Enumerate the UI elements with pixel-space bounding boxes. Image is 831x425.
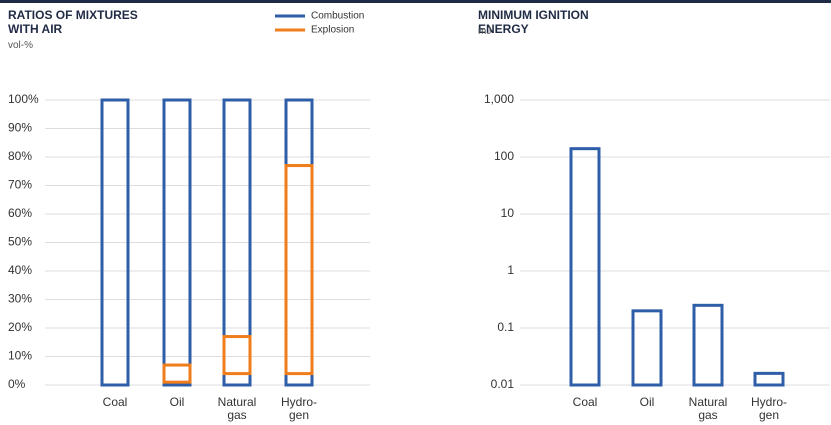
legend-label: Combustion bbox=[311, 11, 364, 22]
y-tick-label: 80% bbox=[8, 149, 32, 163]
y-tick-label: 100% bbox=[8, 92, 39, 106]
x-tick-label: Oil bbox=[639, 396, 655, 409]
y-tick-label: 1 bbox=[507, 263, 514, 277]
range-bar bbox=[162, 363, 192, 384]
y-tick-label: 1,000 bbox=[484, 92, 514, 106]
range-bar bbox=[222, 335, 252, 376]
x-tick-label: Coal bbox=[572, 396, 598, 409]
x-tick-label: Natural gas bbox=[688, 396, 728, 422]
y-tick-label: 0.1 bbox=[497, 320, 514, 334]
y-tick-label: 10% bbox=[8, 349, 32, 363]
y-tick-label: 30% bbox=[8, 292, 32, 306]
y-tick-label: 40% bbox=[8, 263, 32, 277]
bar bbox=[631, 309, 663, 387]
x-tick-label-box: Coal bbox=[572, 396, 598, 409]
range-bar bbox=[222, 98, 252, 387]
bar bbox=[569, 147, 601, 387]
x-tick-label-box: Hydro-gen bbox=[750, 396, 787, 422]
chart-subtitle: vol-% bbox=[8, 40, 34, 51]
y-tick-label: 10 bbox=[501, 206, 515, 220]
chart-title-box: RATIOS OF MIXTURES WITH AIR bbox=[8, 8, 138, 36]
y-tick-label: 0.01 bbox=[491, 377, 515, 391]
y-tick-label: 90% bbox=[8, 121, 32, 135]
range-bar bbox=[162, 98, 192, 387]
range-bar bbox=[284, 164, 314, 376]
chart-subtitle-box: mJ bbox=[478, 26, 492, 37]
bar bbox=[753, 371, 785, 387]
y-tick-label: 0% bbox=[8, 377, 26, 391]
y-tick-label: 20% bbox=[8, 320, 32, 334]
x-tick-label: Natural gas bbox=[217, 396, 257, 422]
x-tick-label-box: Oil bbox=[639, 396, 655, 409]
x-tick-label-box: Coal bbox=[102, 396, 128, 409]
chart-subtitle: mJ bbox=[478, 26, 492, 37]
bar bbox=[692, 303, 724, 387]
x-tick-label: Hydro-gen bbox=[280, 396, 317, 422]
chart-title: RATIOS OF MIXTURES WITH AIR bbox=[8, 8, 138, 36]
y-tick-label: 100 bbox=[494, 149, 514, 163]
range-bar bbox=[100, 98, 130, 387]
top-border bbox=[0, 0, 831, 3]
x-tick-label-box: Hydro-gen bbox=[280, 396, 317, 422]
x-tick-label-box: Natural gas bbox=[688, 396, 728, 422]
x-tick-label: Hydro-gen bbox=[750, 396, 787, 422]
y-tick-label: 70% bbox=[8, 178, 32, 192]
x-tick-label: Oil bbox=[169, 396, 185, 409]
y-tick-label: 50% bbox=[8, 235, 32, 249]
chart-subtitle-box: vol-% bbox=[8, 40, 34, 51]
x-tick-label: Coal bbox=[102, 396, 128, 409]
chart-title: MINIMUM IGNITION ENERGY bbox=[478, 8, 589, 36]
x-tick-label-box: Oil bbox=[169, 396, 185, 409]
legend-label: Explosion bbox=[311, 25, 354, 36]
x-tick-label-box: Natural gas bbox=[217, 396, 257, 422]
y-tick-label: 60% bbox=[8, 206, 32, 220]
chart-title-box: MINIMUM IGNITION ENERGY bbox=[478, 8, 589, 36]
